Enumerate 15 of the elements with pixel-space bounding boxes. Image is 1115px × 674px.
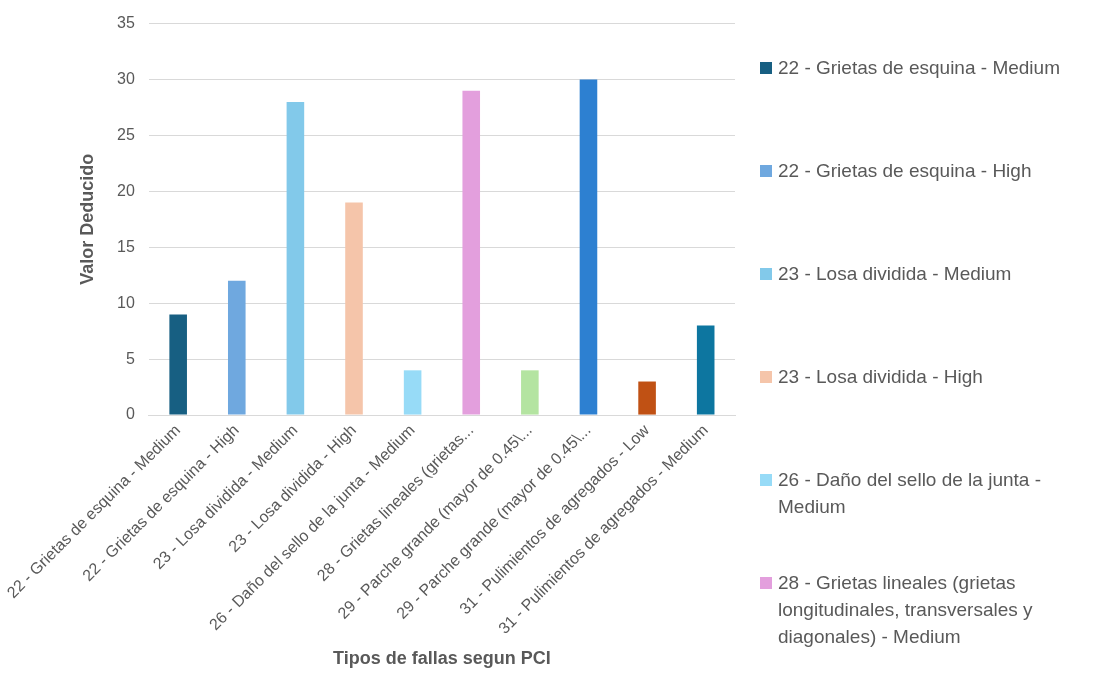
legend-label: 23 - Losa dividida - Medium [778, 262, 1012, 286]
x-axis-title: Tipos de fallas segun PCI [333, 648, 551, 669]
y-tick-label: 5 [125, 349, 135, 367]
y-tick-label: 30 [117, 69, 135, 87]
y-tick-label: 0 [125, 405, 135, 423]
y-tick-label: 10 [117, 293, 135, 311]
legend-label: 22 - Grietas de esquina - High [778, 159, 1032, 183]
y-tick-label: 25 [117, 125, 135, 143]
y-tick-label: 35 [117, 14, 135, 32]
y-axis-title: Valor Deducido [77, 153, 98, 285]
legend-label: 22 - Grietas de esquina - Medium [778, 56, 1060, 80]
y-tick-label: 15 [117, 237, 135, 255]
legend-label: 23 - Losa dividida - High [778, 365, 983, 389]
y-tick-label: 20 [117, 181, 135, 199]
legend-label: 28 - Grietas lineales (grietas longitudinales, transversales y diagonales) - Medium [778, 571, 1034, 649]
